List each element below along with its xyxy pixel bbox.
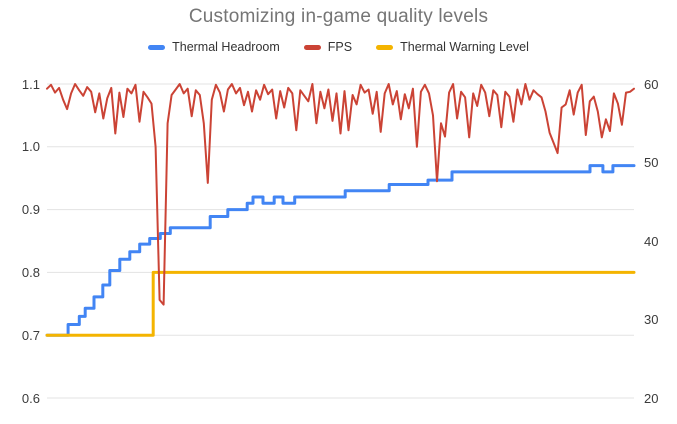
left-axis-tick-0.7: 0.7 (21, 328, 40, 343)
left-axis-tick-0.6: 0.6 (21, 391, 40, 406)
left-axis-tick-1.0: 1.0 (21, 139, 40, 154)
legend: Thermal Headroom FPS Thermal Warning Level (0, 40, 677, 54)
legend-item-thermal-warning-level[interactable]: Thermal Warning Level (376, 40, 529, 54)
thermal-headroom-swatch-icon (148, 44, 166, 50)
left-axis-tick-1.1: 1.1 (21, 77, 40, 92)
left-axis-tick-0.8: 0.8 (21, 265, 40, 280)
right-axis-tick-60: 60 (644, 77, 659, 92)
thermal-warning-level-line (45, 270, 636, 337)
legend-label-fps: FPS (327, 40, 353, 54)
thermal-headroom-line (45, 164, 636, 337)
right-axis-tick-40: 40 (644, 234, 659, 249)
thermal-warning-level-swatch-icon (376, 44, 394, 50)
left-axis-tick-0.9: 0.9 (21, 202, 40, 217)
legend-item-fps[interactable]: FPS (303, 40, 353, 54)
chart-title: Customizing in-game quality levels (188, 6, 489, 27)
right-axis-tick-30: 30 (644, 312, 659, 327)
legend-item-thermal-headroom[interactable]: Thermal Headroom (148, 40, 280, 54)
fps-line (46, 83, 635, 306)
fps-swatch-icon (303, 44, 321, 50)
legend-label-thermal-headroom: Thermal Headroom (172, 40, 280, 54)
right-axis-tick-50: 50 (644, 155, 659, 170)
legend-label-thermal-warning-level: Thermal Warning Level (400, 40, 529, 54)
right-axis-tick-20: 20 (644, 391, 659, 406)
